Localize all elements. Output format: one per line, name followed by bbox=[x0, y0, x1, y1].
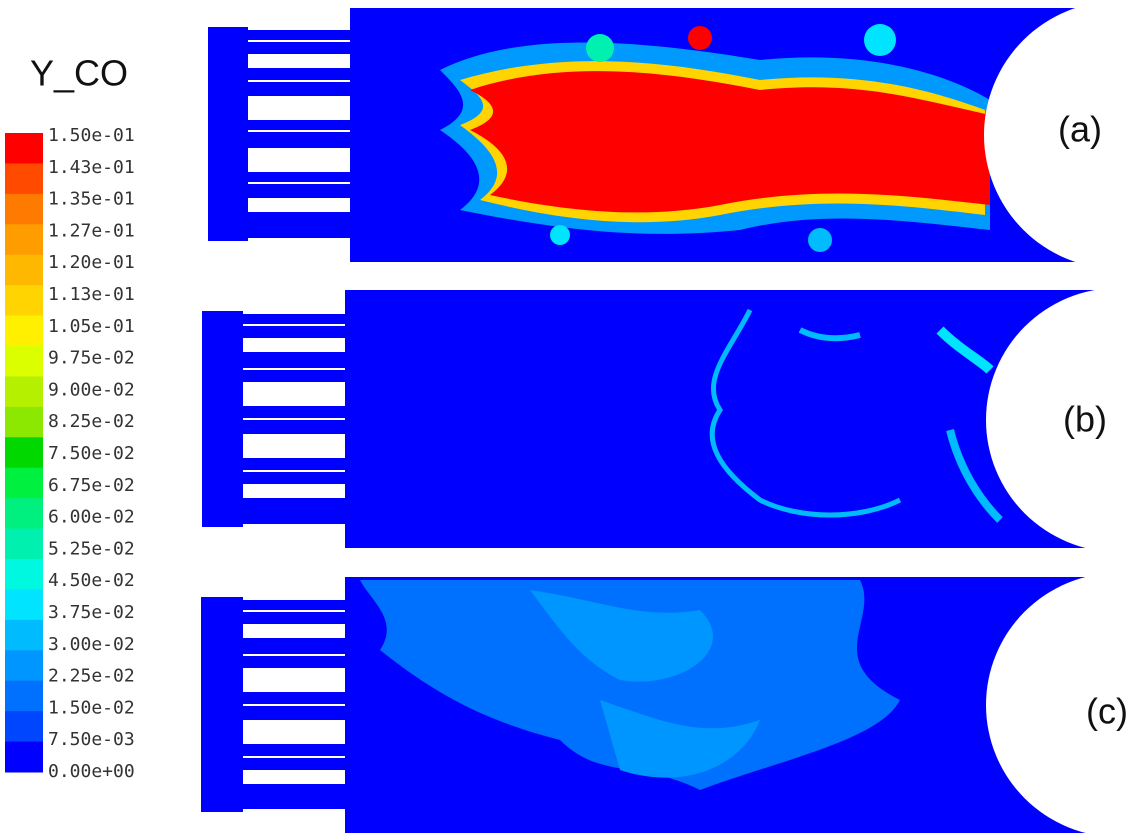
color-swatch bbox=[5, 346, 43, 377]
color-swatch bbox=[5, 407, 43, 438]
color-swatch bbox=[5, 133, 43, 164]
inlet bbox=[208, 27, 248, 241]
color-swatch bbox=[5, 255, 43, 286]
color-swatch bbox=[5, 620, 43, 651]
level-label: 6.75e-02 bbox=[48, 475, 135, 496]
level-label: 1.13e-01 bbox=[48, 284, 135, 305]
color-swatch bbox=[5, 711, 43, 742]
level-label: 3.75e-02 bbox=[48, 602, 135, 623]
level-label: 1.05e-01 bbox=[48, 316, 135, 337]
level-label: 4.50e-02 bbox=[48, 570, 135, 591]
panel-c bbox=[201, 573, 1133, 833]
panel-b bbox=[202, 288, 1133, 552]
color-swatch bbox=[5, 529, 43, 560]
level-label: 1.50e-02 bbox=[48, 697, 135, 718]
level-label: 6.00e-02 bbox=[48, 507, 135, 528]
level-label: 2.25e-02 bbox=[48, 666, 135, 687]
panel-label: (c) bbox=[1086, 691, 1128, 732]
panel-label: (a) bbox=[1058, 109, 1102, 150]
panel-label: (b) bbox=[1063, 399, 1107, 440]
color-swatch bbox=[5, 681, 43, 712]
color-swatch bbox=[5, 559, 43, 590]
color-swatch bbox=[5, 194, 43, 225]
figure: Y_CO 1.50e-01 1.43e-01 1.35e-01 1.27e-01 1.2… bbox=[0, 0, 1133, 833]
inlet bbox=[201, 597, 243, 812]
color-swatch bbox=[5, 163, 43, 194]
level-label: 5.25e-02 bbox=[48, 538, 135, 559]
color-swatch bbox=[5, 376, 43, 407]
color-swatch bbox=[5, 589, 43, 620]
color-swatch bbox=[5, 468, 43, 499]
color-swatch bbox=[5, 498, 43, 529]
level-label: 1.50e-01 bbox=[48, 125, 135, 146]
level-label: 1.20e-01 bbox=[48, 252, 135, 273]
level-label: 0.00e+00 bbox=[48, 761, 135, 782]
level-label: 8.25e-02 bbox=[48, 411, 135, 432]
level-label: 9.00e-02 bbox=[48, 379, 135, 400]
legend-title: Y_CO bbox=[30, 53, 128, 94]
inlet bbox=[202, 311, 243, 527]
color-swatch bbox=[5, 285, 43, 316]
level-label: 1.27e-01 bbox=[48, 220, 135, 241]
panel-a bbox=[208, 1, 1133, 269]
level-label: 9.75e-02 bbox=[48, 348, 135, 369]
color-swatch bbox=[5, 437, 43, 468]
level-label: 7.50e-03 bbox=[48, 729, 135, 750]
level-label: 1.35e-01 bbox=[48, 189, 135, 210]
color-swatch bbox=[5, 650, 43, 681]
color-swatch bbox=[5, 742, 43, 773]
color-swatch bbox=[5, 224, 43, 255]
colorbar: 1.50e-01 1.43e-01 1.35e-01 1.27e-01 1.20e-01… bbox=[5, 125, 135, 782]
color-swatch bbox=[5, 316, 43, 347]
level-label: 1.43e-01 bbox=[48, 157, 135, 178]
level-label: 7.50e-02 bbox=[48, 443, 135, 464]
level-label: 3.00e-02 bbox=[48, 634, 135, 655]
